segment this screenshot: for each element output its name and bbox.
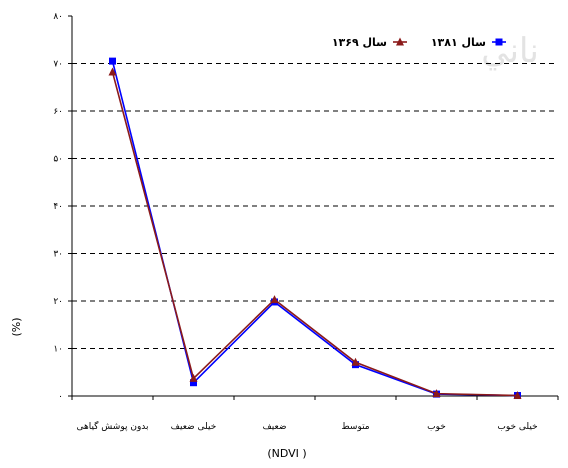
triangle-marker [108,67,117,76]
legend-label: سال ۱۳۸۱ [431,36,486,49]
y-tick-label: ۱۰ [53,345,63,355]
y-tick-label: ۰ [58,392,63,402]
triangle-marker [432,389,441,398]
triangle-marker [513,391,522,400]
series-group [108,57,522,400]
y-axis-label: (%) [10,317,23,336]
square-marker [109,57,116,65]
x-category-label: خوب [427,422,446,432]
x-category-label: خیلی ضعیف [171,422,217,432]
x-category-label: متوسط [341,422,369,432]
series-1 [109,57,521,400]
y-tick-label: ۷۰ [53,60,63,70]
legend: سال ۱۳۸۱ سال ۱۳۶۹ [332,36,506,49]
legend-entry-1: سال ۱۳۸۱ [431,36,506,49]
gridlines [72,63,558,349]
square-marker [190,379,197,387]
series-line [111,71,518,397]
triangle-marker [270,295,279,304]
axes [68,15,559,400]
y-tick-label: ۵۰ [53,155,63,165]
x-tick-labels: بدون پوشش گیاهی خیلی ضعیف ضعیف متوسط خوب خیلی… [76,420,537,432]
triangle-marker [351,357,360,366]
triangle-marker [396,37,404,46]
x-category-label: خیلی خوب [497,422,537,432]
series-2 [108,67,522,400]
y-tick-label: ۴۰ [53,202,63,212]
y-tick-label: ۲۰ [53,297,63,307]
legend-entry-2: سال ۱۳۶۹ [332,36,407,49]
triangle-marker [189,373,198,382]
y-tick-label: ۳۰ [53,250,63,260]
x-axis-label: (NDVI ) [267,447,306,460]
square-marker [495,38,503,46]
x-category-label: ضعیف [262,422,286,432]
y-tick-labels: ۰ ۱۰ ۲۰ ۳۰ ۴۰ ۵۰ ۶۰ ۷۰ ۸۰ [53,12,63,402]
watermark-text: ناني [481,31,539,71]
y-tick-label: ۶۰ [53,107,63,117]
y-tick-label: ۸۰ [53,12,63,22]
x-category-label: بدون پوشش گیاهی [76,420,148,432]
legend-label: سال ۱۳۶۹ [332,36,387,49]
